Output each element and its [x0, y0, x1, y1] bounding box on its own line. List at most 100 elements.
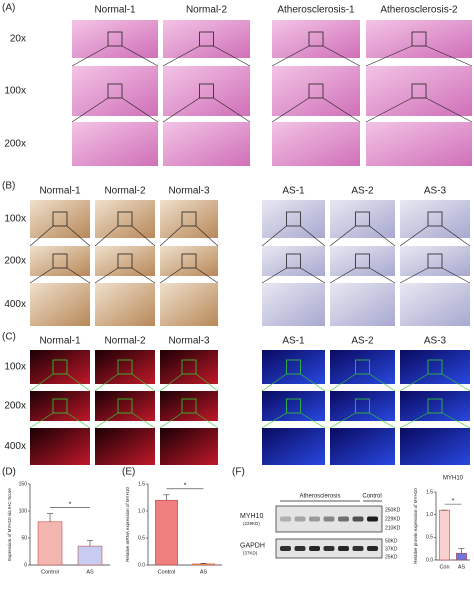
column-title: Atherosclerosis-1: [277, 5, 355, 16]
micrograph: [163, 20, 250, 58]
micrograph: [366, 66, 472, 116]
y-tick-label: 0.5: [426, 535, 433, 541]
zoom-box: [181, 359, 197, 375]
row-label: 20x: [10, 34, 26, 45]
zoom-box: [199, 83, 214, 99]
micrograph: [272, 66, 360, 116]
zoom-link: [365, 45, 413, 67]
micrograph: [330, 283, 395, 326]
row-label: 100x: [4, 86, 26, 97]
zoom-link: [261, 267, 287, 284]
y-axis-label: Relative protein expression of MYH10: [413, 488, 418, 564]
zoom-box: [355, 253, 370, 269]
micrograph: [160, 246, 218, 276]
protein-size: (229KD): [243, 521, 260, 526]
micrograph: [160, 391, 218, 421]
blot-band: [338, 516, 349, 522]
zoom-link: [399, 412, 429, 429]
zoom-link: [300, 225, 326, 247]
column-title: AS-2: [351, 336, 374, 347]
micrograph: [330, 246, 395, 276]
zoom-box: [117, 398, 133, 414]
zoom-link: [121, 45, 159, 67]
significance-mark: *: [452, 498, 455, 505]
blot-band: [338, 546, 349, 551]
blot-band: [352, 516, 364, 522]
y-axis-label: Relative mRNA expression of MYH10: [125, 487, 130, 562]
zoom-box: [107, 83, 123, 99]
micrograph: [95, 391, 155, 421]
significance-mark: *: [69, 502, 72, 509]
zoom-box: [427, 398, 443, 414]
micrograph: [262, 391, 325, 421]
zoom-link: [66, 373, 91, 392]
zoom-box: [427, 253, 443, 269]
blot-band: [352, 546, 364, 551]
y-tick-label: 0: [24, 562, 27, 568]
micrograph: [95, 350, 155, 384]
zoom-link: [300, 412, 326, 429]
y-tick-label: 100: [19, 508, 28, 514]
zoom-link: [399, 267, 429, 284]
micrograph: [30, 246, 90, 276]
row-label: 400x: [4, 299, 26, 310]
zoom-link: [94, 225, 119, 247]
bar: [155, 499, 178, 566]
zoom-link: [159, 412, 183, 429]
zoom-link: [271, 97, 310, 123]
x-tick-label: Control: [41, 569, 59, 575]
zoom-link: [29, 267, 54, 284]
y-tick-label: 1.0: [138, 508, 145, 514]
y-axis-label: Expression of MYH10 via IHC-Score: [7, 488, 12, 561]
zoom-link: [131, 373, 156, 392]
zoom-link: [29, 373, 54, 392]
micrograph: [30, 350, 90, 384]
size-marker: 210KD: [385, 525, 401, 531]
zoom-box: [181, 253, 197, 269]
micrograph: [262, 283, 325, 326]
zoom-box: [355, 398, 370, 414]
micrograph: [163, 66, 250, 116]
x-tick-label: AS: [458, 564, 466, 570]
micrograph: [72, 20, 158, 58]
column-title: Normal-2: [104, 186, 146, 197]
zoom-link: [329, 225, 356, 247]
y-tick-label: 1.5: [138, 481, 145, 487]
micrograph: [160, 428, 218, 465]
micrograph: [272, 122, 360, 166]
zoom-link: [71, 97, 109, 123]
zoom-box: [117, 211, 133, 227]
bar: [439, 509, 450, 561]
zoom-link: [300, 373, 326, 392]
micrograph: [160, 200, 218, 238]
micrograph: [330, 200, 395, 238]
blot-band: [367, 546, 378, 551]
micrograph: [272, 20, 360, 58]
row-label: 100x: [4, 214, 26, 225]
zoom-link: [271, 45, 310, 67]
zoom-link: [94, 412, 119, 429]
column-title: Normal-1: [39, 336, 81, 347]
zoom-link: [131, 267, 156, 284]
zoom-box: [411, 83, 427, 99]
blot-band: [309, 516, 320, 522]
y-tick-label: 0.0: [426, 557, 433, 563]
micrograph: [400, 428, 470, 465]
micrograph: [160, 283, 218, 326]
micrograph: [95, 283, 155, 326]
zoom-link: [195, 373, 219, 392]
zoom-link: [131, 412, 156, 429]
zoom-link: [195, 267, 219, 284]
bar: [456, 552, 467, 561]
column-title: Normal-2: [186, 5, 228, 16]
row-label: 200x: [4, 256, 26, 267]
zoom-link: [261, 225, 287, 247]
zoom-link: [159, 267, 183, 284]
zoom-link: [399, 373, 429, 392]
micrograph: [330, 428, 395, 465]
column-title: Normal-2: [104, 336, 146, 347]
zoom-link: [441, 225, 471, 247]
blot-membrane: [275, 505, 383, 533]
micrograph: [72, 66, 158, 116]
panel-label: (F): [232, 467, 245, 478]
